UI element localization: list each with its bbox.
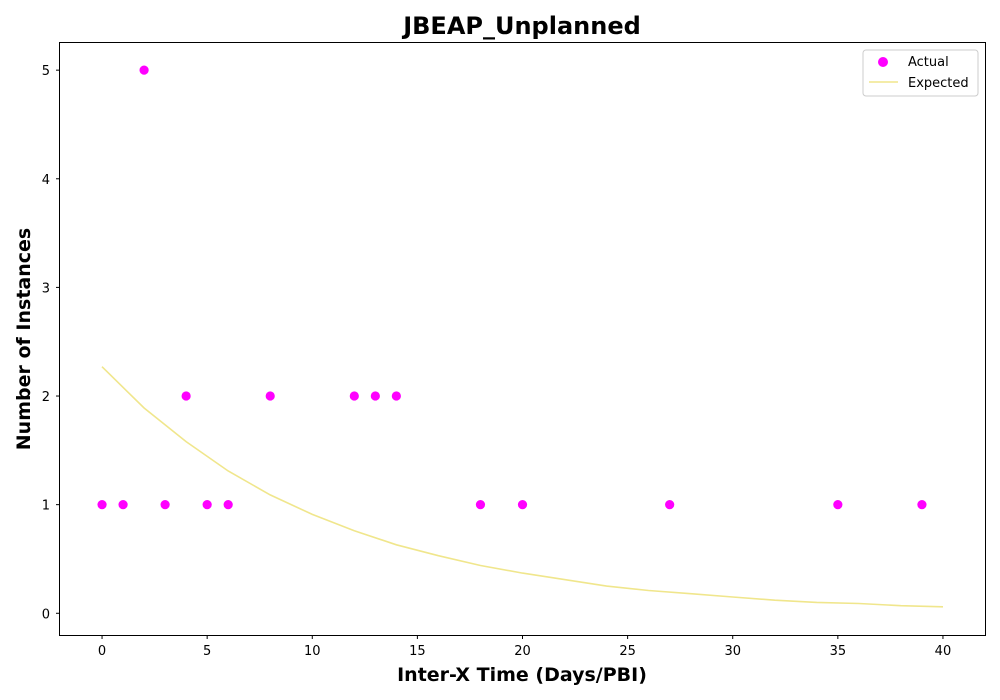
actual-point [202,500,212,510]
y-tick-label: 4 [42,173,50,188]
x-tick-label: 0 [98,644,106,659]
y-tick-label: 0 [42,607,50,622]
x-tick-label: 35 [830,644,847,659]
actual-point [475,500,486,510]
actual-point [139,65,149,75]
actual-point [223,500,233,510]
actual-point [160,500,170,510]
x-tick-label: 30 [724,644,741,659]
legend-label-expected: Expected [908,76,969,91]
x-tick-label: 15 [409,644,426,659]
y-tick-label: 1 [42,499,50,514]
x-axis: 0 5 10 15 20 25 30 35 40 [98,635,951,659]
legend-marker-actual [878,57,888,67]
x-tick-label: 40 [935,644,952,659]
actual-point [97,500,107,510]
x-tick-label: 5 [203,644,211,659]
x-axis-label: Inter-X Time (Days/PBI) [397,664,647,686]
plot-area [59,42,986,636]
actual-point [181,391,191,401]
actual-point [265,391,275,401]
x-tick-label: 10 [304,644,321,659]
actual-point [517,500,528,510]
legend-box [862,49,979,97]
legend-label-actual: Actual [908,55,949,70]
actual-point [665,500,675,510]
actual-point [833,500,843,510]
actual-point [349,391,359,401]
actual-point [917,500,927,510]
legend: Actual Expected [862,49,979,97]
y-tick-label: 2 [42,390,50,405]
chart-title: JBEAP_Unplanned [401,12,641,40]
series-layer [97,65,944,608]
y-tick-label: 5 [42,64,50,79]
x-tick-label: 25 [619,644,636,659]
y-axis-label: Number of Instances [13,228,35,450]
x-tick-label: 20 [514,644,531,659]
actual-point [118,500,128,510]
actual-point [370,391,380,401]
actual-point [391,391,401,401]
expected-line [101,366,944,608]
y-axis: 0 1 2 3 4 5 [42,64,60,622]
y-tick-label: 3 [42,281,50,296]
